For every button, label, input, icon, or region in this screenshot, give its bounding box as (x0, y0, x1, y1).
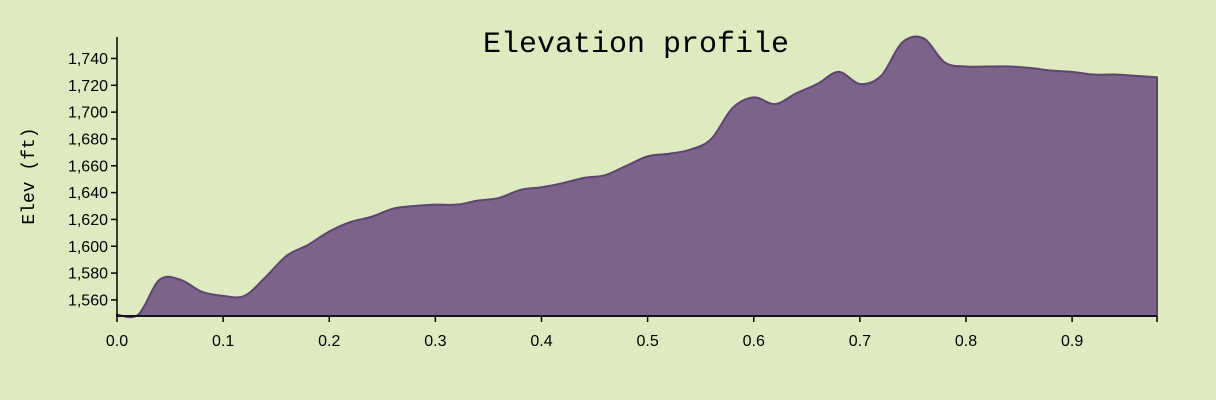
x-tick-label: 0.0 (106, 333, 128, 350)
y-tick-label: 1,680 (68, 131, 108, 148)
elevation-area (116, 35, 1158, 319)
y-tick-label: 1,580 (68, 266, 108, 283)
x-tick-label: 0.7 (849, 333, 871, 350)
axis-layer: 1,560 1,580 1,600 1,620 1,640 1,660 1,680 1,700… (68, 37, 1158, 350)
x-tick-label: 0.5 (636, 333, 658, 350)
x-tick-label: 0.2 (318, 333, 340, 350)
y-tick-label: 1,620 (68, 212, 108, 229)
y-tick-label: 1,640 (68, 185, 108, 202)
x-tick-label: 0.6 (743, 333, 765, 350)
y-tick-label: 1,720 (68, 78, 108, 95)
y-tick-label: 1,700 (68, 105, 108, 122)
y-axis-label: Elev (ft) (20, 127, 40, 224)
y-tick-label: 1,740 (68, 51, 108, 68)
x-tick-label: 0.3 (424, 333, 446, 350)
chart-title: Elevation profile (483, 28, 789, 62)
x-tick-label: 0.1 (212, 333, 234, 350)
y-tick-label: 1,660 (68, 158, 108, 175)
x-tick-label: 0.8 (955, 333, 977, 350)
y-tick-label: 1,600 (68, 239, 108, 256)
x-tick-label: 0.4 (530, 333, 552, 350)
y-tick-label: 1,560 (68, 292, 108, 309)
area-layer (116, 35, 1158, 319)
x-tick-label: 0.9 (1061, 333, 1083, 350)
